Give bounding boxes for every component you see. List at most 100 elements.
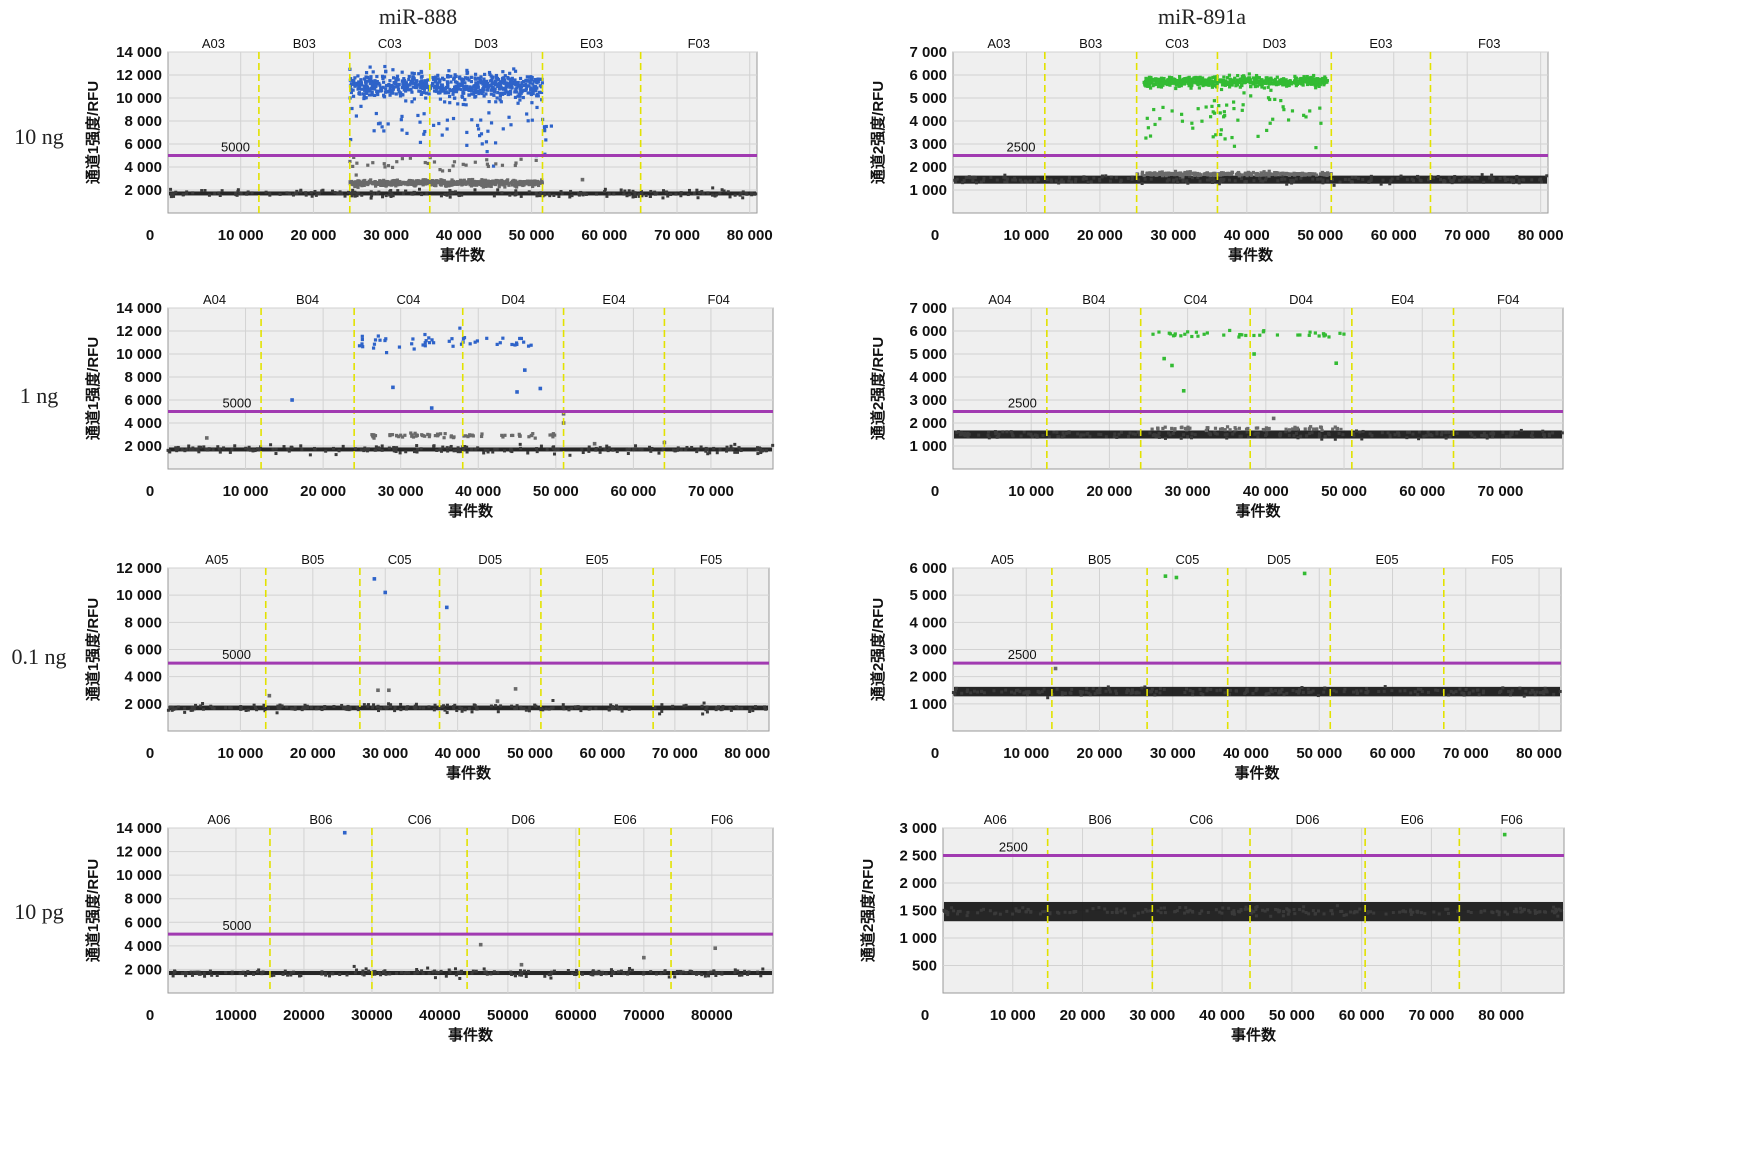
positive-droplet — [518, 86, 522, 90]
positive-droplet — [1246, 79, 1250, 83]
positive-droplet — [536, 94, 540, 98]
y-tick-label: 3 000 — [909, 392, 947, 409]
rain-droplet — [354, 173, 358, 177]
rain-droplet — [525, 180, 529, 184]
rain-droplet — [466, 435, 470, 439]
negative-droplet — [1366, 911, 1370, 915]
rain-droplet-cluster — [1150, 425, 1343, 433]
negative-droplet — [1072, 910, 1076, 914]
negative-droplet — [1074, 179, 1078, 183]
rain-droplet — [470, 180, 474, 185]
negative-droplet — [728, 195, 732, 199]
rain-droplet — [1274, 171, 1278, 175]
negative-droplet — [372, 192, 376, 196]
negative-droplet — [499, 704, 503, 708]
negative-band-core — [954, 175, 1547, 184]
positive-droplet — [536, 77, 540, 81]
negative-droplet — [336, 192, 340, 196]
negative-droplet — [1215, 689, 1219, 693]
positive-droplet — [1285, 81, 1289, 85]
positive-droplet — [447, 94, 452, 99]
rain-droplet — [491, 181, 496, 185]
negative-droplet — [1063, 910, 1067, 914]
rain-droplet — [1279, 171, 1283, 175]
negative-droplet — [467, 707, 471, 711]
negative-droplet — [362, 973, 366, 977]
rain-droplet — [389, 433, 393, 437]
negative-droplet — [1349, 910, 1353, 914]
rain-droplet — [411, 181, 415, 186]
positive-droplet — [1282, 77, 1286, 81]
negative-droplet — [695, 972, 699, 976]
negative-droplet — [1524, 689, 1528, 693]
negative-droplet — [518, 973, 522, 977]
negative-droplet — [258, 448, 262, 452]
positive-droplet — [1249, 94, 1253, 98]
y-axis-label: 通道1强度/RFU — [84, 81, 102, 184]
rain-droplet — [518, 434, 522, 438]
negative-droplet — [1205, 689, 1209, 693]
negative-droplet — [722, 189, 726, 193]
negative-droplet — [610, 706, 614, 710]
positive-droplet — [518, 98, 522, 102]
negative-droplet — [1022, 430, 1026, 434]
positive-droplet — [453, 89, 458, 93]
negative-droplet — [180, 972, 184, 976]
negative-droplet — [281, 972, 285, 976]
negative-droplet — [514, 189, 518, 193]
negative-droplet — [1416, 687, 1420, 691]
negative-droplet — [1522, 907, 1526, 911]
positive-droplet — [1307, 333, 1311, 337]
negative-droplet — [1361, 177, 1365, 181]
positive-droplet — [1150, 80, 1154, 84]
positive-droplet — [376, 122, 381, 126]
y-tick-label: 8 000 — [124, 113, 162, 130]
negative-droplet — [443, 708, 447, 712]
negative-droplet — [587, 449, 591, 453]
negative-droplet — [234, 191, 238, 195]
rain-droplet — [428, 433, 432, 437]
positive-droplet — [531, 88, 536, 92]
positive-droplet — [462, 77, 466, 82]
negative-droplet — [1360, 437, 1364, 441]
negative-droplet — [1300, 686, 1304, 690]
positive-droplet — [411, 337, 415, 341]
negative-droplet — [640, 194, 644, 198]
positive-droplet — [507, 115, 511, 119]
positive-droplet — [490, 81, 495, 85]
negative-droplet — [262, 703, 266, 707]
negative-droplet — [1148, 909, 1152, 913]
negative-droplet — [1286, 912, 1290, 916]
positive-droplet — [359, 83, 364, 87]
negative-droplet — [581, 193, 585, 197]
positive-droplet — [421, 90, 425, 95]
positive-droplet — [380, 88, 384, 93]
y-tick-label: 4 000 — [909, 113, 947, 130]
positive-droplet — [489, 74, 493, 78]
rain-droplet — [400, 435, 405, 439]
negative-droplet — [276, 704, 280, 708]
negative-droplet — [594, 192, 598, 196]
negative-droplet — [1541, 690, 1545, 694]
negative-droplet — [725, 445, 729, 449]
positive-droplet — [1323, 77, 1327, 82]
positive-droplet-cluster — [1151, 328, 1346, 339]
negative-droplet — [1092, 176, 1096, 180]
negative-droplet — [1018, 178, 1022, 182]
negative-droplet — [1175, 177, 1179, 181]
positive-droplet — [451, 90, 456, 94]
negative-droplet — [1435, 430, 1439, 434]
negative-droplet — [746, 972, 750, 976]
negative-droplet — [489, 972, 493, 976]
x-tick-label: 0 — [146, 745, 154, 762]
x-tick-label: 50 000 — [1296, 745, 1342, 762]
rain-droplet — [1254, 172, 1258, 176]
positive-droplet — [384, 351, 389, 355]
negative-droplet — [669, 193, 673, 197]
negative-droplet — [228, 450, 232, 454]
positive-droplet — [454, 74, 458, 79]
positive-droplet — [1243, 80, 1247, 84]
positive-droplet — [482, 86, 486, 90]
negative-droplet — [189, 970, 193, 974]
rain-droplet — [462, 434, 466, 438]
